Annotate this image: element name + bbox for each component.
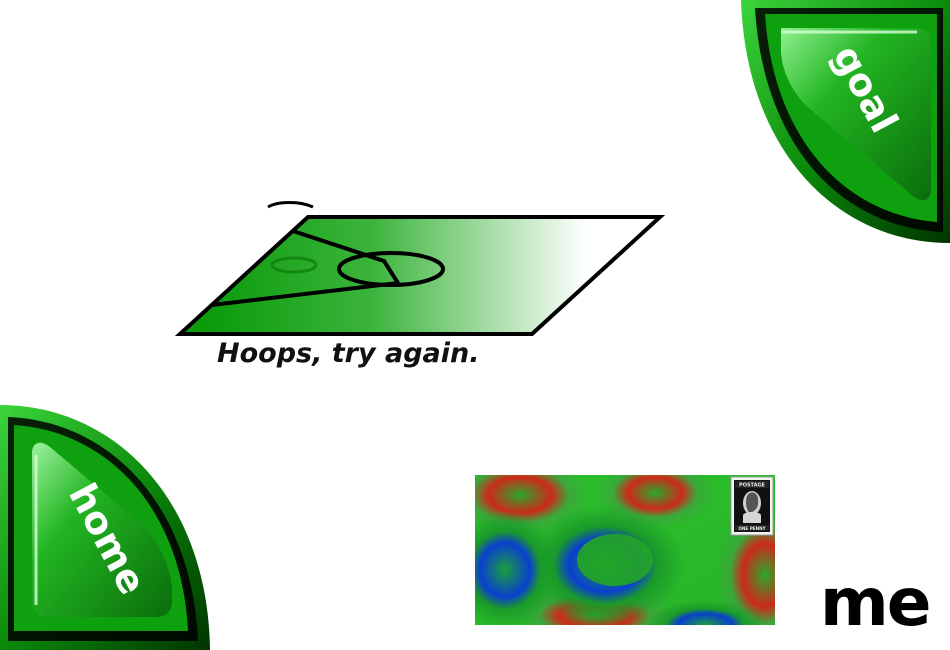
postcard[interactable]: POSTAGE ONE PENNY (475, 475, 775, 625)
stamp-top-text: POSTAGE (739, 483, 766, 489)
stamp-bottom-text: ONE PENNY (738, 526, 766, 531)
goal-button[interactable]: goal (741, 0, 950, 243)
postage-stamp: POSTAGE ONE PENNY (730, 476, 774, 536)
center-circle (337, 251, 445, 287)
court-floor (174, 215, 666, 336)
court-circle-faint (270, 256, 318, 274)
key-lines (211, 229, 402, 307)
home-button[interactable]: home (0, 405, 210, 650)
status-message: Hoops, try again. (217, 338, 480, 369)
court-illustration (174, 201, 666, 336)
me-link[interactable]: me (820, 564, 932, 641)
hoop-rim (267, 201, 314, 209)
